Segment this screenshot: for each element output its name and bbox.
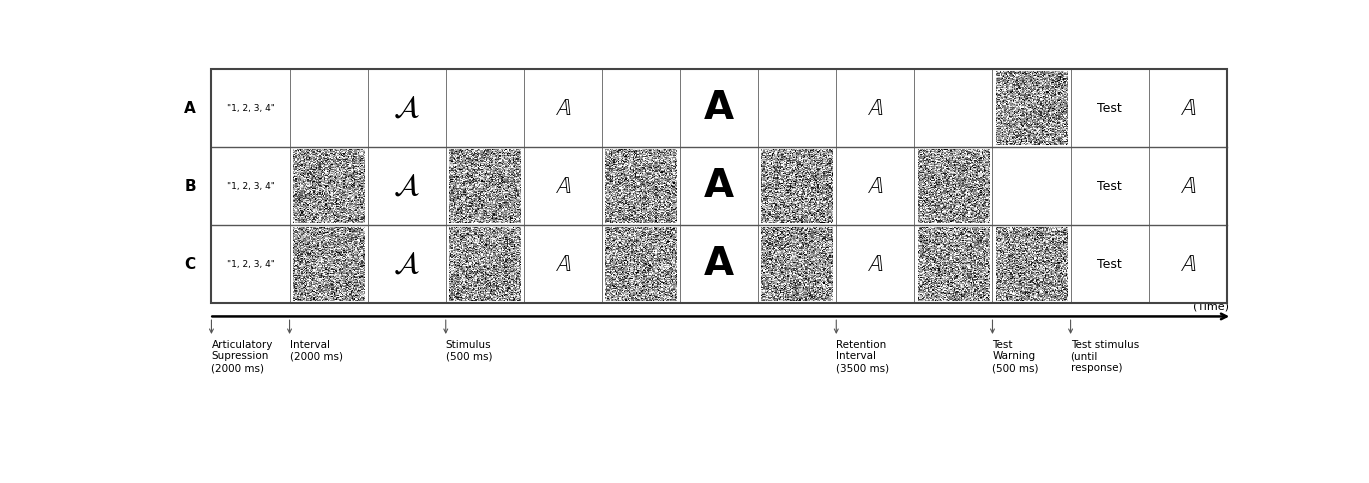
Bar <box>368 69 446 147</box>
Text: (Time): (Time) <box>1192 302 1229 312</box>
Bar <box>1149 69 1227 147</box>
Bar <box>758 69 836 147</box>
Bar <box>1071 69 1149 147</box>
Text: A: A <box>704 167 734 205</box>
Text: $\mathcal{A}$: $\mathcal{A}$ <box>393 250 420 279</box>
Text: A: A <box>704 245 734 284</box>
Bar <box>290 225 368 303</box>
Text: A: A <box>185 100 196 115</box>
Bar <box>368 147 446 225</box>
Text: $\mathcal{A}$: $\mathcal{A}$ <box>393 94 420 123</box>
Bar <box>1071 225 1149 303</box>
Text: Articulatory
Supression
(2000 ms): Articulatory Supression (2000 ms) <box>211 340 272 373</box>
Text: Test: Test <box>1098 180 1123 193</box>
Text: $\mathbb{A}$: $\mathbb{A}$ <box>1180 96 1197 120</box>
Text: $\mathbb{A}$: $\mathbb{A}$ <box>554 174 571 198</box>
Text: Test: Test <box>1098 101 1123 114</box>
Text: Interval
(2000 ms): Interval (2000 ms) <box>290 340 342 361</box>
Bar <box>1149 225 1227 303</box>
Bar <box>368 225 446 303</box>
Text: $\mathbb{A}$: $\mathbb{A}$ <box>554 253 571 276</box>
Bar <box>524 225 602 303</box>
Bar <box>836 69 914 147</box>
Text: Test stimulus
(until
response): Test stimulus (until response) <box>1071 340 1139 373</box>
Bar <box>993 69 1071 147</box>
Bar <box>680 147 758 225</box>
Bar <box>602 147 680 225</box>
Bar <box>211 147 290 225</box>
Text: $\mathbb{A}$: $\mathbb{A}$ <box>867 174 883 198</box>
Text: B: B <box>185 179 196 194</box>
Bar <box>914 147 993 225</box>
Bar <box>993 147 1071 225</box>
Bar <box>602 69 680 147</box>
Bar <box>524 147 602 225</box>
Bar <box>680 69 758 147</box>
Text: "1, 2, 3, 4": "1, 2, 3, 4" <box>226 104 274 113</box>
Bar <box>758 225 836 303</box>
Text: $\mathbb{A}$: $\mathbb{A}$ <box>867 253 883 276</box>
Bar <box>914 69 993 147</box>
Bar <box>836 147 914 225</box>
Bar <box>1149 147 1227 225</box>
Bar <box>290 147 368 225</box>
Text: Test
Warning
(500 ms): Test Warning (500 ms) <box>993 340 1039 373</box>
Text: Stimulus
(500 ms): Stimulus (500 ms) <box>446 340 493 361</box>
Text: C: C <box>185 257 196 272</box>
Text: Retention
Interval
(3500 ms): Retention Interval (3500 ms) <box>836 340 890 373</box>
Text: "1, 2, 3, 4": "1, 2, 3, 4" <box>226 260 274 269</box>
Bar <box>211 69 290 147</box>
Bar <box>290 69 368 147</box>
Text: Test: Test <box>1098 258 1123 271</box>
Bar <box>1071 147 1149 225</box>
Bar <box>211 69 1227 303</box>
Bar <box>680 225 758 303</box>
Bar <box>446 69 524 147</box>
Text: $\mathbb{A}$: $\mathbb{A}$ <box>867 96 883 120</box>
Bar <box>211 225 290 303</box>
Bar <box>446 225 524 303</box>
Bar <box>836 225 914 303</box>
Bar <box>993 225 1071 303</box>
Text: "1, 2, 3, 4": "1, 2, 3, 4" <box>226 182 274 191</box>
Text: A: A <box>704 89 734 127</box>
Text: $\mathcal{A}$: $\mathcal{A}$ <box>393 172 420 201</box>
Bar <box>524 69 602 147</box>
Bar <box>758 147 836 225</box>
Text: $\mathbb{A}$: $\mathbb{A}$ <box>1180 174 1197 198</box>
Bar <box>914 225 993 303</box>
Text: $\mathbb{A}$: $\mathbb{A}$ <box>554 96 571 120</box>
Bar <box>602 225 680 303</box>
Bar <box>446 147 524 225</box>
Text: $\mathbb{A}$: $\mathbb{A}$ <box>1180 253 1197 276</box>
